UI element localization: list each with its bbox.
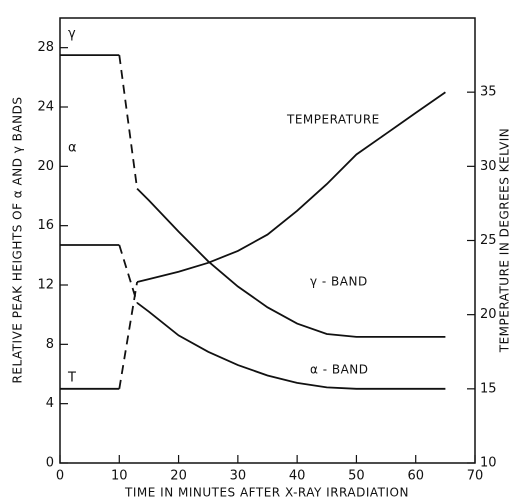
series-line <box>118 281 138 389</box>
x-tick-label: 40 <box>289 469 306 484</box>
y2-axis-label: TEMPERATURE IN DEGREES KELVIN <box>498 128 512 354</box>
series-label: α <box>68 141 77 156</box>
y-tick-label: 8 <box>46 337 54 352</box>
y2-tick-label: 20 <box>480 307 497 322</box>
x-tick-label: 10 <box>111 469 128 484</box>
annotation: TEMPERATURE <box>286 113 380 127</box>
x-tick-label: 0 <box>56 469 64 484</box>
y2-tick-label: 30 <box>480 159 497 174</box>
plot-frame <box>59 17 476 464</box>
x-tick-label: 50 <box>348 469 365 484</box>
x-tick-label: 20 <box>170 469 187 484</box>
y2-tick-label: 25 <box>480 233 497 248</box>
y-tick-label: 20 <box>37 159 54 174</box>
y-tick-label: 24 <box>37 100 54 115</box>
y2-tick-label: 10 <box>480 456 497 471</box>
series-line <box>136 91 446 283</box>
y-tick-label: 16 <box>37 218 54 233</box>
x-tick-label: 30 <box>230 469 247 484</box>
x-tick-label: 70 <box>467 469 484 484</box>
series-label: γ <box>68 27 76 42</box>
y-axis-label: RELATIVE PEAK HEIGHTS OF α AND γ BANDS <box>11 97 25 384</box>
x-axis-label: TIME IN MINUTES AFTER X-RAY IRRADIATION <box>124 486 409 500</box>
y2-tick-label: 35 <box>480 85 497 100</box>
y-tick-label: 4 <box>46 396 54 411</box>
annotation: γ - BAND <box>310 275 368 289</box>
y-tick-label: 28 <box>37 40 54 55</box>
y-tick-label: 0 <box>46 456 54 471</box>
series-line <box>118 54 138 189</box>
series-line <box>136 302 446 390</box>
series-label: T <box>67 371 76 386</box>
x-tick-label: 60 <box>407 469 424 484</box>
annotation: α - BAND <box>310 363 369 377</box>
series-line <box>118 244 138 304</box>
series-line <box>136 187 446 338</box>
y-tick-label: 12 <box>37 278 54 293</box>
y2-tick-label: 15 <box>480 381 497 396</box>
